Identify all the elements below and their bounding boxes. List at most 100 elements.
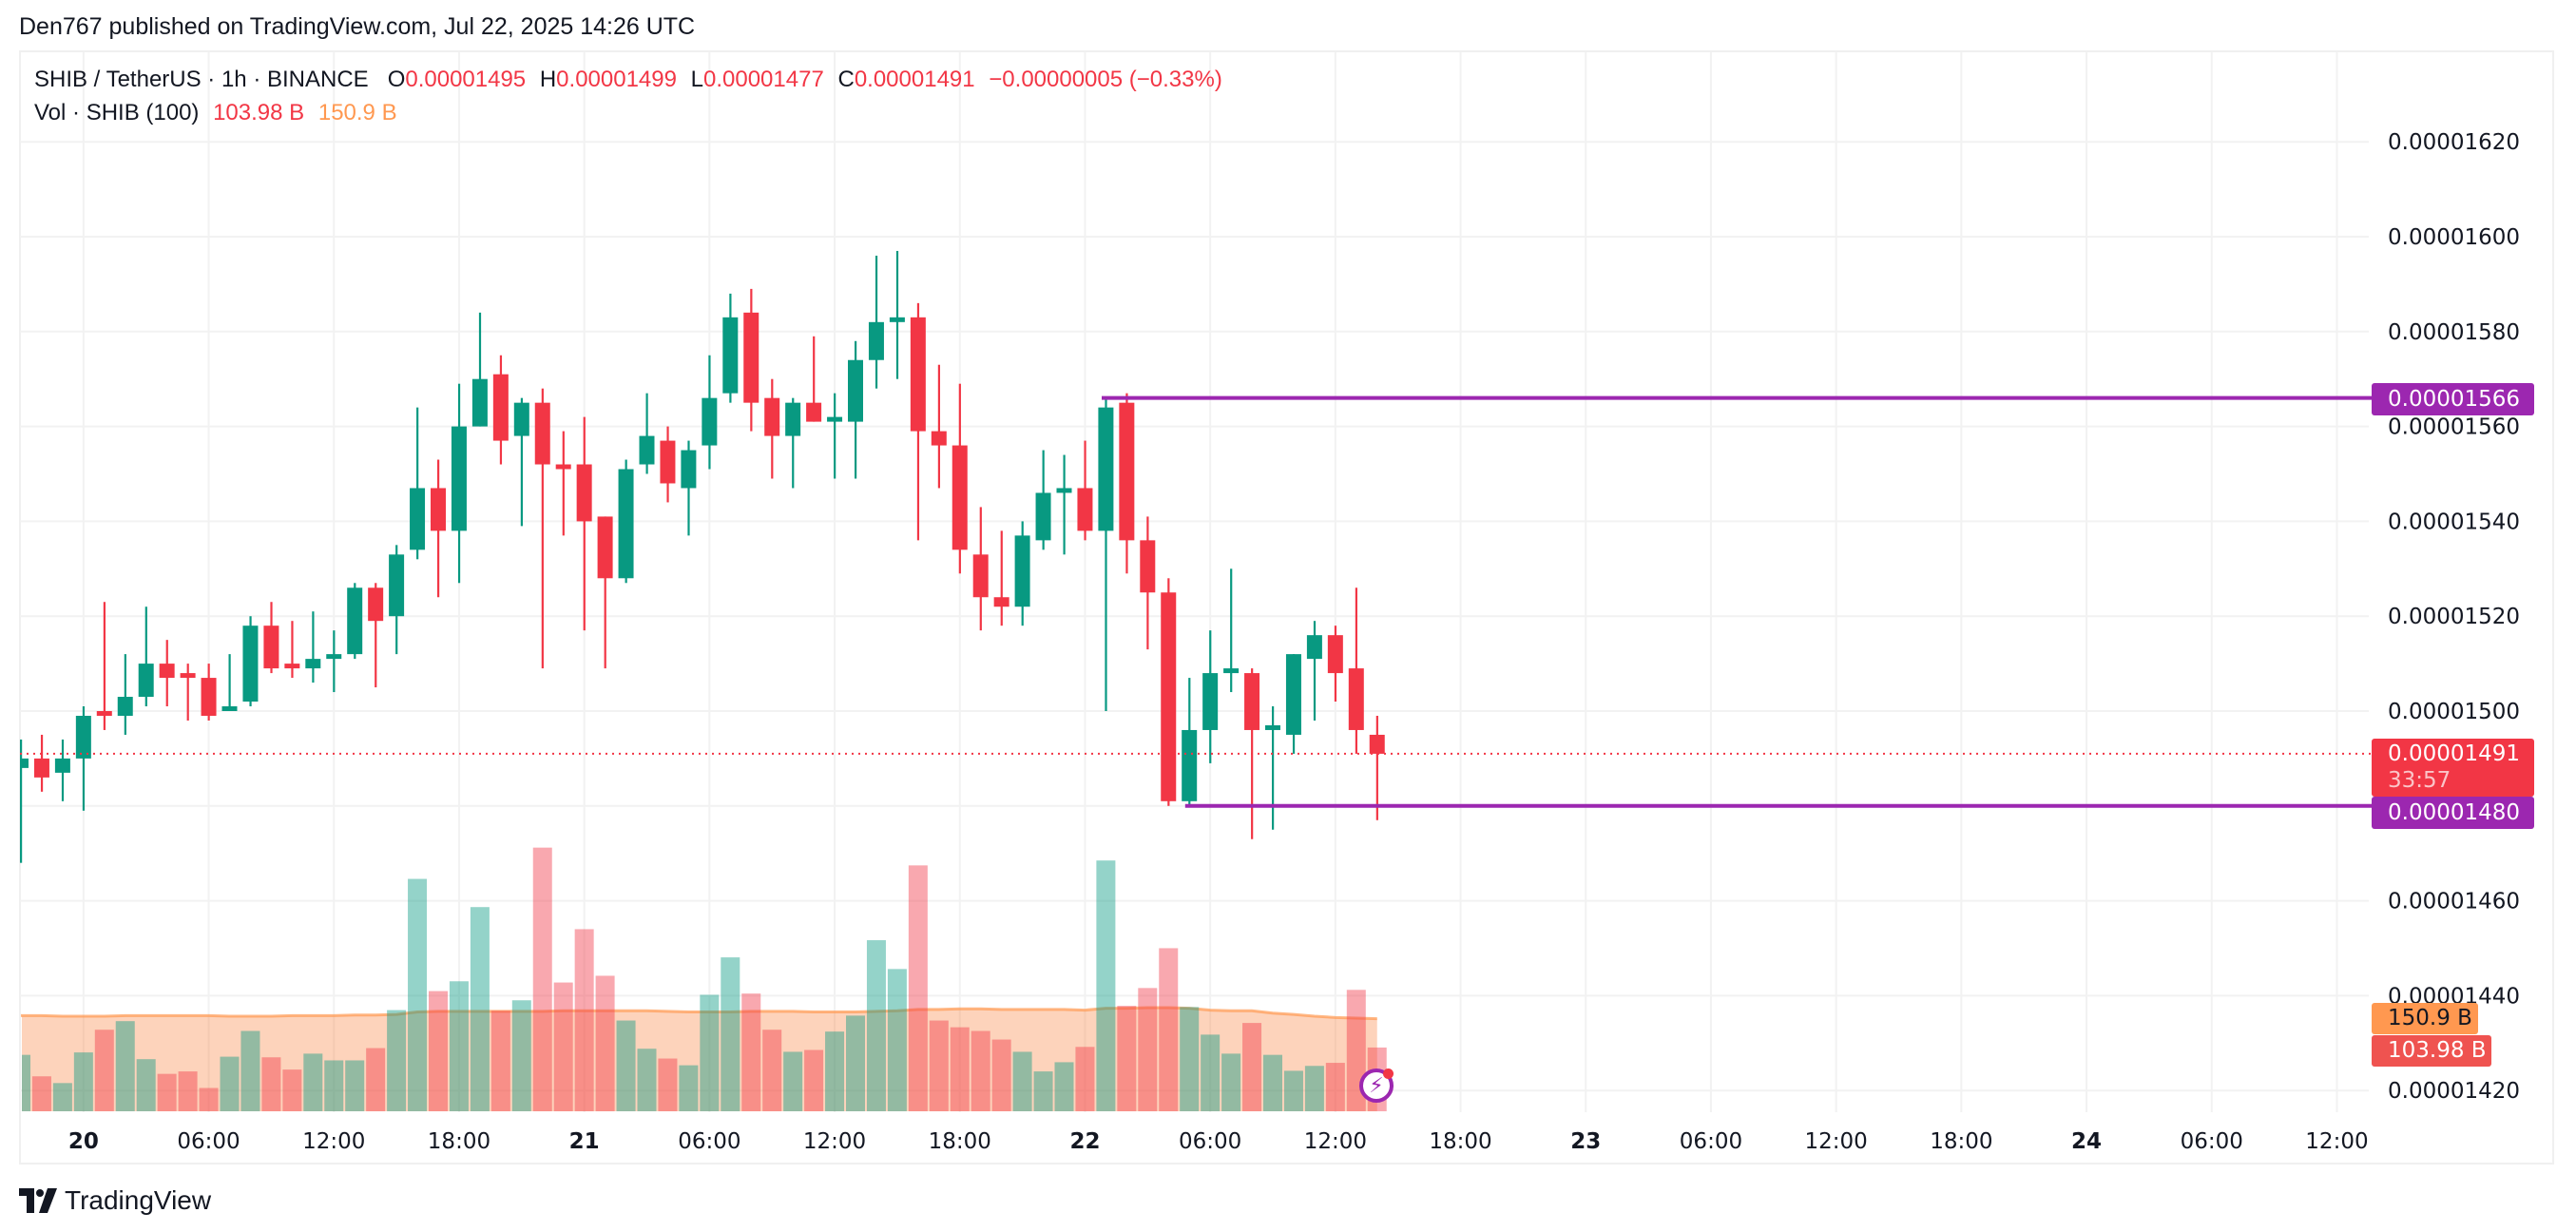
candle-body [368,587,384,622]
candle [1348,587,1364,754]
volume-bar [366,1048,386,1111]
lightning-icon[interactable]: ⚡ [1359,1068,1394,1103]
candle [1369,715,1385,820]
volume-bar [783,1051,803,1111]
candle-wick [562,431,565,536]
tradingview-logo[interactable]: TradingView [19,1185,211,1216]
candle-body [1327,635,1343,674]
candle [1223,568,1240,693]
candles [20,250,1385,863]
candle-body [952,445,968,550]
candle [284,621,300,679]
candle-body [534,402,550,465]
candle [889,250,905,379]
candle-body [910,317,926,432]
volume-bar [762,1030,782,1111]
volume-bar [887,969,907,1111]
volume-bar [950,1027,970,1111]
volume-bar [1263,1054,1282,1111]
candle-body [513,402,529,436]
candle [1098,397,1114,711]
candle-body [347,587,363,655]
candle-body [138,664,154,698]
candle-body [96,711,112,716]
candle-wick [792,397,795,489]
volume-bar [866,940,886,1111]
time-tick-label: 18:00 [1930,1129,1992,1154]
legend-symbol[interactable]: SHIB / TetherUS · 1h · BINANCE [34,67,369,92]
candle-wick [103,602,106,730]
candle-body [1140,540,1156,593]
candle [785,397,801,489]
candle-body [722,317,739,394]
time-tick-label: 12:00 [302,1129,365,1154]
legend-open-label: O [387,67,406,92]
volume-bar [679,1065,699,1111]
candle-body [117,697,133,716]
candle-body [159,664,175,679]
candle-wick [312,611,315,683]
volume-bar [220,1056,240,1111]
volume-bar [136,1059,156,1111]
candle-body [1035,492,1051,541]
volume-tag: 103.98 B [2372,1035,2491,1067]
candle [180,664,196,721]
candle [1202,630,1219,763]
candle [1182,678,1198,806]
candle-body [1265,724,1280,730]
legend-change: −0.00000005 (−0.33%) [989,67,1222,92]
candle [221,654,238,711]
legend-vol-value: 103.98 B [213,100,305,125]
candle-body [1369,734,1385,754]
time-tick-label: 21 [569,1129,600,1154]
candle-body [1182,729,1198,801]
time-tick-label: 06:00 [678,1129,740,1154]
candle [20,739,29,863]
candle-wick [645,393,648,474]
candle [242,616,259,707]
candle-body [492,374,509,441]
volume-bar [1033,1071,1053,1111]
candle-body [1098,407,1114,531]
legend-open-value: 0.00001495 [405,67,527,92]
legend-low-label: L [690,67,703,92]
candle [743,288,759,432]
time-tick-label: 12:00 [2305,1129,2368,1154]
volume-bar [532,847,552,1111]
volume-bar [115,1021,135,1111]
candle [1056,454,1072,555]
candle [368,583,384,688]
candle-body [806,402,822,422]
candle-wick [228,654,231,711]
candle [868,255,884,389]
candle [1014,521,1030,626]
candle [764,378,780,479]
candle [347,583,363,660]
legend-vol-label[interactable]: Vol · SHIB (100) [34,100,200,125]
price-tick-label: 0.00001420 [2388,1079,2520,1104]
candle-wick [520,397,523,527]
candle-body [1119,402,1135,541]
candle [513,397,529,527]
candle-body [431,488,446,531]
volume-bar [1201,1034,1221,1111]
candle-body [471,378,488,427]
candle [96,602,112,730]
volume-ma-layer [21,1006,1377,1111]
volume-bar [490,1011,510,1111]
candle-body [1348,668,1364,730]
legend-ohlc: SHIB / TetherUS · 1h · BINANCE O0.000014… [34,67,1230,93]
volume-bar [971,1030,990,1111]
candle-body [1285,654,1301,735]
volume-bar [1221,1053,1241,1111]
candle-wick [1375,715,1378,820]
volume-bar [303,1053,323,1111]
candle [451,383,467,584]
volume-bar [1283,1070,1303,1111]
legend-vol-ma-value: 150.9 B [317,100,397,125]
candle-wick [478,312,482,427]
candle-body [54,758,70,773]
candle-body [931,431,947,446]
time-tick-label: 12:00 [1304,1129,1367,1154]
